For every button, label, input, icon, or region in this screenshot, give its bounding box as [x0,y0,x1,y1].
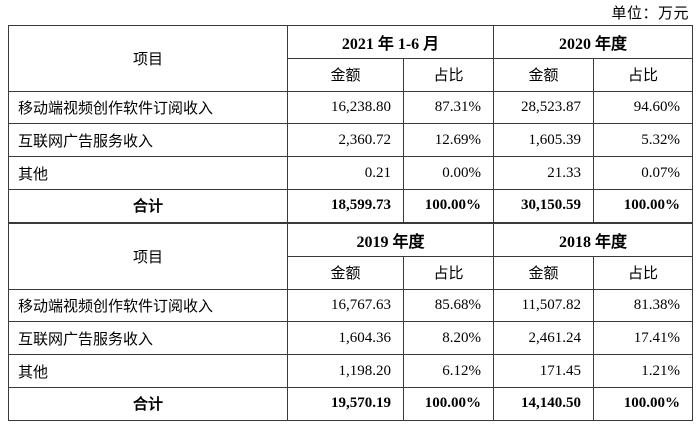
amount-cell: 16,767.63 [287,288,404,323]
total-ratio-cell: 100.00% [402,386,495,421]
amount-cell: 2,360.72 [287,123,404,158]
ratio-cell: 85.68% [402,288,495,323]
period-header-2018: 2018 年度 [493,223,694,257]
total-row: 合计 19,570.19 100.00% 14,140.50 100.00% [8,386,694,421]
header-row-measures: 金额 占比 金额 占比 [9,255,694,290]
row-label-cell: 其他 [8,156,288,190]
row-label-cell: 移动端视频创作软件订阅收入 [8,90,288,125]
table-row: 其他 1,198.20 6.12% 171.45 1.21% [8,354,694,388]
total-label-cell: 合计 [8,386,288,421]
total-label-cell: 合计 [8,188,288,223]
total-amount-cell: 18,599.73 [287,188,404,223]
table-row: 移动端视频创作软件订阅收入 16,767.63 85.68% 11,507.82… [8,288,694,323]
ratio-cell: 87.31% [403,90,494,125]
total-ratio-cell: 100.00% [403,188,494,223]
total-row: 合计 18,599.73 100.00% 30,150.59 100.00% [8,188,694,223]
total-ratio-cell: 100.00% [592,188,694,223]
header-row-periods: 项目 2021 年 1-6 月 2020 年度 [8,25,694,92]
table-row: 其他 0.21 0.00% 21.33 0.07% [8,156,694,190]
amount-column-header: 金额 [287,57,404,92]
amount-cell: 1,604.36 [287,321,404,356]
ratio-cell: 6.12% [402,354,495,388]
amount-cell: 16,238.80 [287,90,404,125]
period-header-2020: 2020 年度 [492,25,694,59]
ratio-cell: 1.21% [593,354,694,388]
amount-cell: 2,461.24 [493,321,595,356]
period-header-2021h1: 2021 年 1-6 月 [287,25,494,59]
revenue-table-2019-2018: 项目 2019 年度 2018 年度 金额 占比 金额 占比 移动端视频创作软件… [8,223,694,421]
amount-column-header: 金额 [287,255,404,290]
row-label-cell: 互联网广告服务收入 [8,321,288,356]
row-label-cell: 移动端视频创作软件订阅收入 [8,288,288,323]
unit-label: 单位：万元 [611,6,689,22]
ratio-cell: 81.38% [593,288,694,323]
amount-cell: 0.21 [287,156,404,190]
amount-cell: 21.33 [493,156,594,190]
total-ratio-cell: 100.00% [593,386,694,421]
header-row-periods: 项目 2019 年度 2018 年度 [8,223,694,290]
ratio-column-header: 占比 [403,57,494,92]
revenue-table-2021-2020: 项目 2021 年 1-6 月 2020 年度 金额 占比 金额 占比 移动端视… [8,25,694,223]
item-column-header: 项目 [8,223,288,290]
total-amount-cell: 30,150.59 [493,188,594,223]
row-label-cell: 互联网广告服务收入 [8,123,288,158]
amount-cell: 1,198.20 [287,354,404,388]
period-header-2019: 2019 年度 [286,223,495,257]
ratio-cell: 0.07% [592,156,694,190]
ratio-column-header: 占比 [593,255,694,290]
table-row: 移动端视频创作软件订阅收入 16,238.80 87.31% 28,523.87… [8,90,694,125]
ratio-cell: 12.69% [403,123,494,158]
row-label-cell: 其他 [8,354,288,388]
ratio-cell: 94.60% [592,90,694,125]
amount-cell: 1,605.39 [493,123,594,158]
header-row-measures: 金额 占比 金额 占比 [9,57,694,92]
ratio-cell: 8.20% [402,321,495,356]
table-row: 互联网广告服务收入 1,604.36 8.20% 2,461.24 17.41% [8,321,694,356]
amount-cell: 171.45 [493,354,595,388]
amount-cell: 11,507.82 [493,288,595,323]
ratio-column-header: 占比 [592,57,694,92]
ratio-cell: 5.32% [592,123,694,158]
amount-column-header: 金额 [493,255,595,290]
total-amount-cell: 14,140.50 [493,386,595,421]
amount-cell: 28,523.87 [493,90,594,125]
amount-column-header: 金额 [493,57,594,92]
table-row: 互联网广告服务收入 2,360.72 12.69% 1,605.39 5.32% [8,123,694,158]
ratio-cell: 17.41% [593,321,694,356]
ratio-column-header: 占比 [402,255,495,290]
total-amount-cell: 19,570.19 [287,386,404,421]
ratio-cell: 0.00% [403,156,494,190]
item-column-header: 项目 [8,25,288,92]
